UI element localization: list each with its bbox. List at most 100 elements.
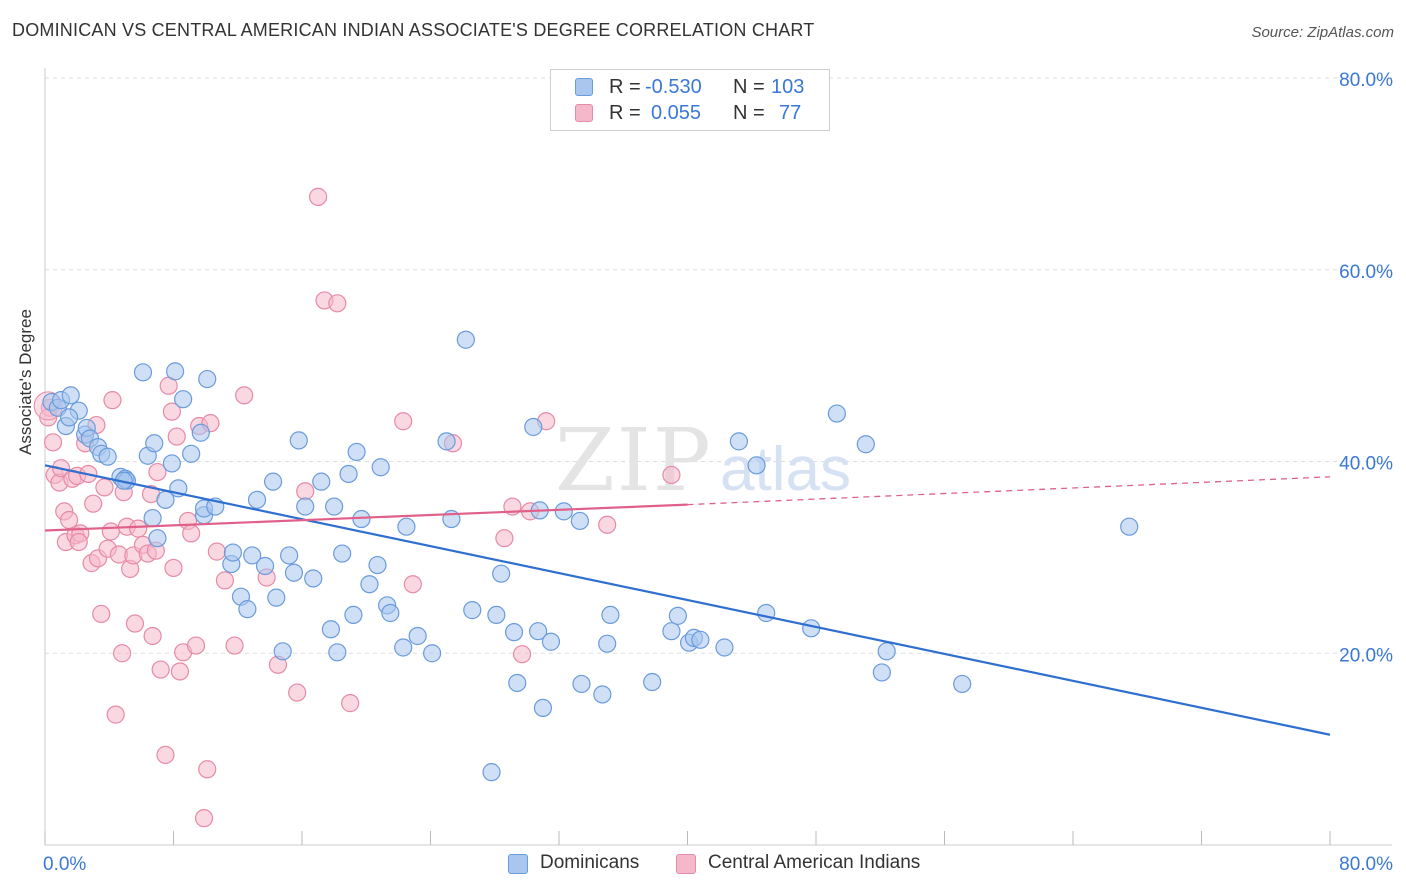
y-axis-label: Associate's Degree bbox=[16, 309, 35, 455]
data-point-dominicans bbox=[394, 638, 413, 657]
data-point-central-american-indians bbox=[103, 391, 122, 410]
data-point-dominicans bbox=[238, 600, 257, 619]
data-point-dominicans bbox=[289, 431, 308, 450]
data-point-dominicans bbox=[255, 556, 275, 576]
data-point-dominicans bbox=[662, 622, 681, 641]
data-point-central-american-indians bbox=[662, 465, 681, 485]
data-point-dominicans bbox=[1120, 517, 1139, 536]
data-point-central-american-indians bbox=[156, 745, 175, 764]
bottom-legend-label: Dominicans bbox=[540, 852, 640, 873]
data-point-dominicans bbox=[533, 698, 553, 717]
data-point-dominicans bbox=[601, 605, 620, 625]
data-point-central-american-indians bbox=[225, 636, 244, 655]
data-point-central-american-indians bbox=[92, 604, 111, 624]
data-point-dominicans bbox=[554, 502, 573, 521]
data-point-dominicans bbox=[668, 606, 687, 625]
data-point-central-american-indians bbox=[215, 571, 234, 590]
axes bbox=[44, 68, 1392, 846]
bottom-legend-swatch-blue bbox=[508, 854, 528, 874]
data-point-dominicans bbox=[61, 386, 80, 405]
data-point-dominicans bbox=[593, 685, 612, 704]
data-point-dominicans bbox=[381, 603, 400, 623]
data-point-central-american-indians bbox=[341, 694, 360, 713]
data-point-dominicans bbox=[280, 546, 299, 565]
legend-n-value: 103 bbox=[771, 76, 805, 98]
data-point-central-american-indians bbox=[59, 510, 79, 530]
data-point-dominicans bbox=[263, 472, 283, 491]
data-point-dominicans bbox=[360, 575, 379, 594]
data-point-dominicans bbox=[827, 404, 846, 423]
data-point-dominicans bbox=[174, 390, 193, 409]
legend-r-value: -0.530 bbox=[645, 76, 702, 98]
data-point-dominicans bbox=[148, 529, 167, 548]
data-point-central-american-indians bbox=[95, 478, 114, 497]
data-point-dominicans bbox=[504, 623, 524, 642]
data-point-central-american-indians bbox=[198, 760, 217, 779]
data-point-dominicans bbox=[715, 638, 734, 657]
data-point-dominicans bbox=[872, 663, 891, 682]
data-point-dominicans bbox=[456, 330, 475, 349]
legend-r-label: R = bbox=[609, 102, 641, 124]
data-point-dominicans bbox=[247, 490, 267, 509]
data-point-dominicans bbox=[284, 563, 304, 582]
data-point-central-american-indians bbox=[125, 614, 145, 633]
data-point-central-american-indians bbox=[106, 705, 125, 724]
data-point-central-american-indians bbox=[403, 575, 422, 594]
data-point-dominicans bbox=[598, 634, 617, 653]
legend-n-label: N = bbox=[733, 102, 765, 124]
y-tick-label: 40.0% bbox=[1339, 454, 1393, 475]
data-point-central-american-indians bbox=[512, 645, 532, 664]
data-point-dominicans bbox=[508, 673, 527, 693]
data-point-central-american-indians bbox=[167, 427, 186, 446]
data-point-dominicans bbox=[691, 630, 710, 649]
data-point-dominicans bbox=[304, 569, 323, 588]
data-point-central-american-indians bbox=[101, 522, 120, 541]
x-tick-label: 0.0% bbox=[43, 854, 86, 875]
data-point-central-american-indians bbox=[84, 494, 103, 513]
legend-swatch-pink bbox=[575, 104, 593, 122]
data-point-central-american-indians bbox=[148, 462, 167, 482]
data-point-central-american-indians bbox=[143, 626, 162, 646]
data-point-dominicans bbox=[877, 642, 896, 661]
data-point-dominicans bbox=[223, 543, 243, 562]
data-point-dominicans bbox=[541, 632, 561, 651]
data-point-dominicans bbox=[321, 620, 341, 639]
data-point-dominicans bbox=[344, 605, 363, 625]
data-point-central-american-indians bbox=[43, 433, 63, 452]
data-point-dominicans bbox=[757, 603, 776, 623]
legend-n-value: 77 bbox=[779, 102, 802, 124]
data-point-dominicans bbox=[333, 544, 352, 563]
data-point-dominicans bbox=[482, 763, 501, 782]
data-point-central-american-indians bbox=[186, 636, 206, 655]
data-point-dominicans bbox=[572, 674, 591, 694]
x-tick-label: 80.0% bbox=[1339, 854, 1393, 875]
data-point-dominicans bbox=[397, 517, 416, 536]
tick-labels: 20.0% 40.0% 60.0% 80.0% 0.0% 80.0% bbox=[43, 70, 1393, 875]
data-point-dominicans bbox=[325, 497, 344, 516]
bottom-legend-swatch-pink bbox=[676, 854, 696, 874]
data-point-central-american-indians bbox=[495, 529, 514, 548]
source-credit: Source: ZipAtlas.com bbox=[1251, 24, 1394, 41]
data-point-dominicans bbox=[198, 369, 217, 389]
data-point-central-american-indians bbox=[296, 482, 315, 501]
y-tick-label: 20.0% bbox=[1339, 645, 1393, 666]
watermark: ZIP atlas bbox=[555, 411, 851, 511]
series-dominicans bbox=[42, 330, 1139, 782]
data-point-central-american-indians bbox=[151, 660, 170, 679]
data-point-dominicans bbox=[162, 454, 181, 473]
data-point-dominicans bbox=[437, 432, 456, 451]
data-point-central-american-indians bbox=[129, 519, 148, 538]
correlation-legend: R = -0.530 N = 103 R = 0.055 N = 77 bbox=[550, 69, 830, 131]
data-point-dominicans bbox=[339, 464, 358, 484]
data-point-central-american-indians bbox=[308, 187, 328, 206]
data-point-central-american-indians bbox=[182, 524, 201, 543]
data-point-dominicans bbox=[570, 511, 589, 531]
data-point-dominicans bbox=[133, 363, 153, 382]
watermark-zip: ZIP bbox=[555, 411, 713, 511]
data-point-central-american-indians bbox=[328, 294, 347, 313]
data-point-central-american-indians bbox=[394, 412, 413, 431]
data-point-dominicans bbox=[423, 644, 442, 663]
bottom-legend-label: Central American Indians bbox=[708, 852, 921, 873]
y-tick-label: 80.0% bbox=[1339, 70, 1393, 91]
legend-r-value: 0.055 bbox=[651, 102, 702, 124]
